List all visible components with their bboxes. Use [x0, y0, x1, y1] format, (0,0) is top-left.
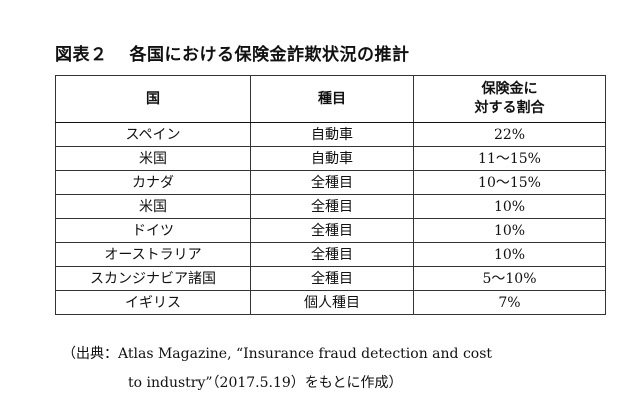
cell-ratio: 10～15% — [413, 170, 606, 195]
cell-type: 個人種目 — [250, 290, 414, 315]
figure-title-text: 各国における保険金詐欺状況の推計 — [129, 45, 410, 65]
table-row: スペイン 自動車 22% — [55, 122, 606, 147]
header-ratio: 保険金に 対する割合 — [413, 75, 606, 123]
cell-type: 全種目 — [250, 218, 414, 243]
cell-country: スカンジナビア諸国 — [55, 266, 251, 291]
header-country: 国 — [55, 75, 251, 123]
table-row: イギリス 個人種目 7% — [55, 290, 606, 315]
cell-ratio: 11～15% — [413, 146, 606, 171]
header-ratio-line2: 対する割合 — [474, 100, 545, 116]
table-row: オーストラリア 全種目 10% — [55, 242, 606, 267]
table-row: 米国 全種目 10% — [55, 194, 606, 219]
cell-type: 自動車 — [250, 146, 414, 171]
source-note-line2: to industry”（2017.5.19）をもとに作成） — [128, 375, 403, 391]
cell-ratio: 10% — [413, 218, 606, 243]
cell-type: 全種目 — [250, 194, 414, 219]
table-body: スペイン 自動車 22% 米国 自動車 11～15% カナダ 全種目 10～15… — [55, 122, 606, 315]
table-row: スカンジナビア諸国 全種目 5～10% — [55, 266, 606, 291]
figure-title: 図表２ 各国における保険金詐欺状況の推計 — [55, 40, 410, 65]
cell-ratio: 10% — [413, 242, 606, 267]
cell-type: 全種目 — [250, 170, 414, 195]
header-row: 国 種目 保険金に 対する割合 — [55, 75, 606, 123]
cell-ratio: 22% — [413, 122, 606, 147]
cell-country: オーストラリア — [55, 242, 251, 267]
cell-country: イギリス — [55, 290, 251, 315]
cell-country: 米国 — [55, 146, 251, 171]
source-note-line1: （出典：Atlas Magazine, “Insurance fraud det… — [62, 346, 493, 362]
figure-number: 図表２ — [55, 45, 108, 65]
cell-ratio: 5～10% — [413, 266, 606, 291]
header-ratio-line1: 保険金に — [481, 81, 538, 97]
fraud-estimate-table: 国 種目 保険金に 対する割合 スペイン 自動車 22% 米国 自動車 11～1… — [55, 75, 606, 315]
cell-country: スペイン — [55, 122, 251, 147]
fraud-estimate-table-container: 国 種目 保険金に 対する割合 スペイン 自動車 22% 米国 自動車 11～1… — [55, 75, 606, 315]
cell-type: 自動車 — [250, 122, 414, 147]
cell-type: 全種目 — [250, 242, 414, 267]
cell-type: 全種目 — [250, 266, 414, 291]
cell-ratio: 10% — [413, 194, 606, 219]
cell-country: ドイツ — [55, 218, 251, 243]
cell-country: 米国 — [55, 194, 251, 219]
table-header: 国 種目 保険金に 対する割合 — [55, 75, 606, 123]
cell-country: カナダ — [55, 170, 251, 195]
cell-ratio: 7% — [413, 290, 606, 315]
table-row: 米国 自動車 11～15% — [55, 146, 606, 171]
table-row: カナダ 全種目 10～15% — [55, 170, 606, 195]
table-row: ドイツ 全種目 10% — [55, 218, 606, 243]
header-type: 種目 — [250, 75, 414, 123]
